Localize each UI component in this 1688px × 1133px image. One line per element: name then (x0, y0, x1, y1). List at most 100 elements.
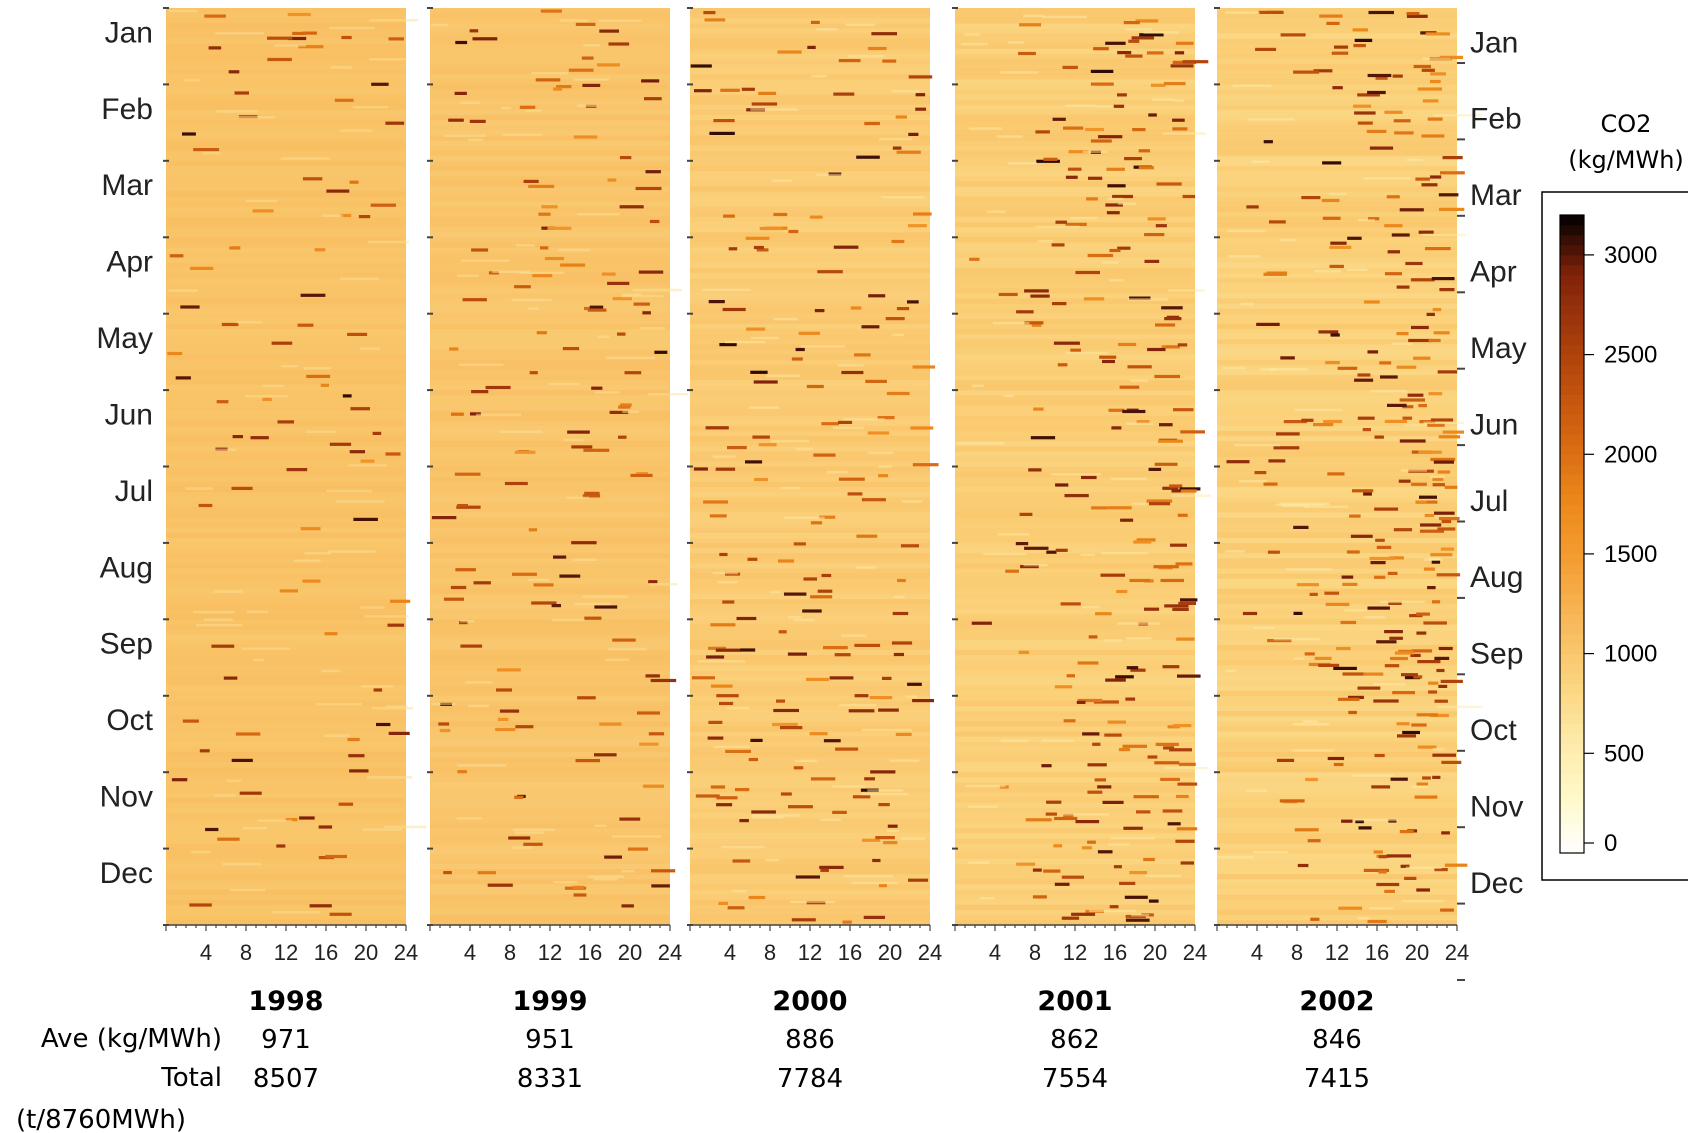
high-emission-mark (1375, 76, 1388, 80)
texture-row (955, 379, 1195, 386)
colorbar-segment (1560, 414, 1584, 425)
high-emission-mark (1408, 338, 1433, 343)
total-value: 7554 (1042, 1064, 1108, 1094)
high-emission-mark (1329, 245, 1352, 249)
texture-row (955, 553, 1195, 559)
texture-row (430, 751, 670, 758)
high-emission-mark (1255, 47, 1277, 51)
colorbar-segment (1560, 304, 1584, 316)
texture-row (690, 598, 930, 605)
high-emission-mark (1179, 487, 1201, 491)
high-emission-mark (810, 595, 833, 599)
texture-row (1217, 155, 1457, 162)
low-emission-mark (1364, 616, 1385, 619)
low-emission-mark (244, 394, 289, 398)
low-emission-mark (1145, 874, 1183, 878)
high-emission-mark (727, 906, 745, 910)
month-label-left: Jun (105, 399, 153, 432)
high-emission-mark (300, 293, 326, 297)
texture-row (955, 390, 1195, 396)
high-emission-mark (1354, 378, 1374, 382)
texture-row (955, 410, 1195, 417)
high-emission-mark (1130, 668, 1146, 672)
month-label-right: Sep (1470, 638, 1523, 671)
texture-row (166, 176, 406, 182)
high-emission-mark (878, 708, 899, 712)
texture-row (690, 782, 930, 789)
texture-row (430, 58, 670, 65)
texture-row (955, 792, 1195, 799)
texture-row (690, 486, 930, 493)
texture-row (955, 211, 1195, 218)
high-emission-mark (1384, 419, 1407, 423)
low-emission-mark (547, 382, 581, 386)
low-emission-mark (1225, 550, 1245, 553)
texture-row (430, 64, 670, 70)
texture-row (430, 884, 670, 890)
texture-row (166, 868, 406, 875)
high-emission-mark (1367, 90, 1386, 95)
texture-row (690, 405, 930, 412)
high-emission-mark (645, 674, 660, 678)
texture-row (1217, 461, 1457, 468)
texture-row (166, 914, 406, 921)
texture-row (1217, 670, 1457, 676)
texture-row (1217, 812, 1457, 819)
low-emission-mark (340, 277, 379, 280)
high-emission-mark (1175, 41, 1194, 45)
texture-row (955, 863, 1195, 870)
texture-row (1217, 919, 1457, 926)
high-emission-mark (1428, 338, 1441, 343)
low-emission-mark (632, 288, 682, 292)
texture-row (430, 359, 670, 366)
texture-row (955, 328, 1195, 335)
texture-row (955, 807, 1195, 814)
texture-row (166, 807, 406, 814)
high-emission-mark (869, 696, 893, 700)
texture-row (690, 563, 930, 569)
low-emission-mark (648, 583, 678, 586)
high-emission-mark (1440, 679, 1463, 683)
texture-row (690, 8, 930, 14)
texture-row (955, 721, 1195, 727)
high-emission-mark (745, 460, 763, 464)
texture-row (1217, 425, 1457, 432)
high-emission-mark (1432, 600, 1441, 604)
high-emission-mark (1033, 407, 1044, 411)
high-emission-mark (1155, 742, 1179, 746)
high-emission-mark (619, 817, 641, 821)
high-emission-mark (1388, 601, 1402, 605)
texture-row (1217, 746, 1457, 753)
texture-row (955, 486, 1195, 493)
texture-row (166, 125, 406, 131)
texture-row (955, 420, 1195, 427)
colorbar-segment (1560, 314, 1584, 326)
high-emission-mark (1095, 612, 1112, 616)
texture-row (166, 512, 406, 519)
texture-row (1217, 818, 1457, 824)
texture-row (955, 818, 1195, 824)
texture-row (1217, 705, 1457, 712)
high-emission-mark (1146, 51, 1164, 55)
high-emission-mark (1081, 846, 1092, 850)
texture-row (430, 736, 670, 743)
texture-row (430, 420, 670, 427)
high-emission-mark (751, 810, 776, 814)
high-emission-mark (719, 552, 728, 557)
low-emission-mark (1164, 766, 1208, 770)
texture-row (166, 527, 406, 534)
texture-row (430, 777, 670, 783)
texture-row (166, 303, 406, 310)
texture-row (1217, 64, 1457, 70)
texture-row (690, 833, 930, 839)
texture-row (430, 731, 670, 738)
high-emission-mark (211, 644, 235, 648)
texture-row (955, 879, 1195, 885)
texture-row (955, 298, 1195, 305)
high-emission-mark (1432, 308, 1442, 312)
high-emission-mark (1409, 614, 1423, 618)
high-emission-mark (1263, 482, 1278, 486)
texture-row (690, 28, 930, 35)
low-emission-mark (1423, 421, 1464, 425)
